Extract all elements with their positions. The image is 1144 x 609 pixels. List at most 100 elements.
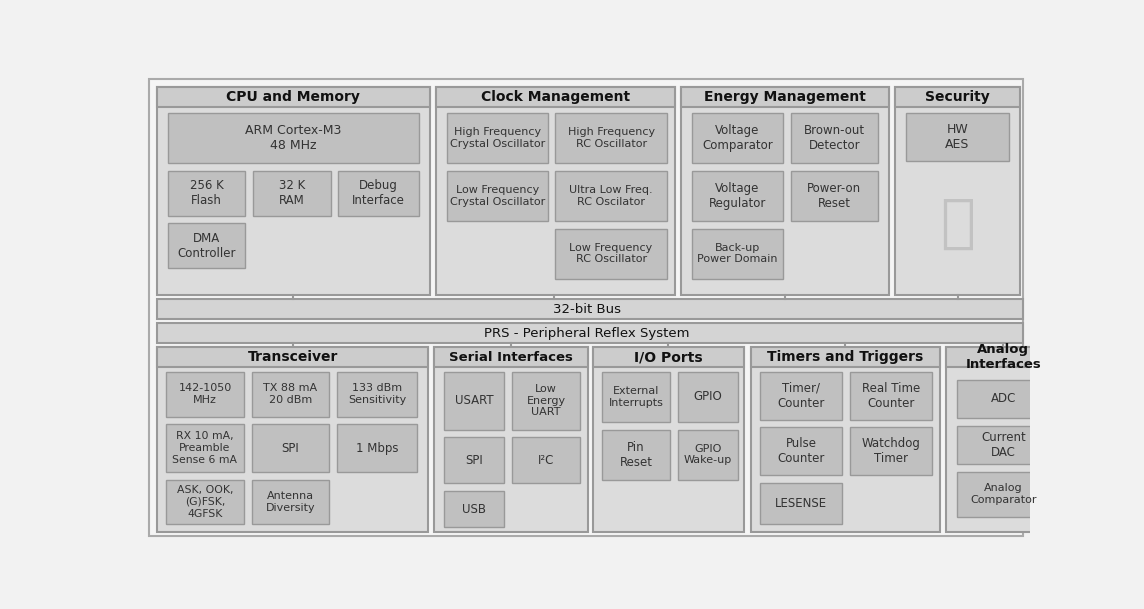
Text: DMA
Controller: DMA Controller bbox=[177, 231, 236, 259]
Text: 1 Mbps: 1 Mbps bbox=[356, 442, 398, 454]
Bar bbox=[444, 372, 505, 429]
Bar bbox=[850, 428, 932, 475]
Text: Timers and Triggers: Timers and Triggers bbox=[766, 350, 923, 364]
Bar bbox=[339, 171, 419, 216]
Bar bbox=[253, 171, 331, 216]
Bar bbox=[895, 87, 1020, 107]
Text: High Frequency
RC Oscillator: High Frequency RC Oscillator bbox=[567, 127, 654, 149]
Bar bbox=[593, 347, 745, 532]
Bar bbox=[906, 113, 1009, 161]
Bar bbox=[956, 379, 1050, 418]
Text: 142-1050
MHz: 142-1050 MHz bbox=[178, 384, 231, 405]
Bar bbox=[336, 424, 418, 472]
Bar bbox=[436, 87, 675, 295]
Bar bbox=[435, 347, 588, 367]
Text: CPU and Memory: CPU and Memory bbox=[227, 90, 360, 104]
Text: Antenna
Diversity: Antenna Diversity bbox=[265, 491, 315, 513]
Text: Pin
Reset: Pin Reset bbox=[619, 441, 652, 468]
Text: Power-on
Reset: Power-on Reset bbox=[808, 182, 861, 210]
Bar bbox=[555, 171, 667, 221]
Text: Real Time
Counter: Real Time Counter bbox=[861, 382, 920, 410]
Text: TX 88 mA
20 dBm: TX 88 mA 20 dBm bbox=[263, 384, 317, 405]
Bar bbox=[602, 429, 670, 480]
Bar bbox=[602, 372, 670, 422]
Text: 133 dBm
Sensitivity: 133 dBm Sensitivity bbox=[348, 384, 406, 405]
Text: ASK, OOK,
(G)FSK,
4GFSK: ASK, OOK, (G)FSK, 4GFSK bbox=[177, 485, 233, 519]
Bar bbox=[850, 372, 932, 420]
Bar bbox=[946, 347, 1060, 367]
Bar bbox=[157, 87, 430, 107]
Text: Serial Interfaces: Serial Interfaces bbox=[450, 351, 573, 364]
Bar bbox=[168, 224, 245, 268]
Bar bbox=[946, 347, 1060, 532]
Text: Current
DAC: Current DAC bbox=[980, 431, 1026, 459]
Bar bbox=[760, 428, 842, 475]
Bar bbox=[252, 480, 329, 524]
Text: USB: USB bbox=[462, 503, 486, 516]
Text: I²C: I²C bbox=[538, 454, 554, 467]
Bar bbox=[692, 228, 784, 279]
Bar bbox=[447, 113, 548, 163]
Bar bbox=[555, 113, 667, 163]
Bar bbox=[677, 429, 738, 480]
Bar bbox=[252, 372, 329, 417]
Bar bbox=[555, 228, 667, 279]
Text: Low
Energy
UART: Low Energy UART bbox=[526, 384, 565, 417]
Bar bbox=[444, 491, 505, 527]
Bar bbox=[157, 347, 428, 532]
Bar bbox=[252, 424, 329, 472]
Bar bbox=[681, 87, 889, 107]
Text: Low Frequency
RC Oscillator: Low Frequency RC Oscillator bbox=[570, 243, 653, 264]
Text: SPI: SPI bbox=[281, 442, 299, 454]
Bar bbox=[895, 87, 1020, 295]
Bar bbox=[791, 171, 877, 221]
Text: 256 K
Flash: 256 K Flash bbox=[190, 179, 223, 207]
Text: Brown-out
Detector: Brown-out Detector bbox=[804, 124, 865, 152]
Bar bbox=[157, 87, 430, 295]
Text: Voltage
Comparator: Voltage Comparator bbox=[702, 124, 773, 152]
Bar bbox=[166, 480, 244, 524]
Text: I/O Ports: I/O Ports bbox=[634, 350, 702, 364]
Text: Voltage
Regulator: Voltage Regulator bbox=[709, 182, 766, 210]
Text: RX 10 mA,
Preamble
Sense 6 mA: RX 10 mA, Preamble Sense 6 mA bbox=[173, 431, 238, 465]
Text: ARM Cortex-M3
48 MHz: ARM Cortex-M3 48 MHz bbox=[245, 124, 342, 152]
Bar bbox=[166, 372, 244, 417]
Text: PRS - Peripheral Reflex System: PRS - Peripheral Reflex System bbox=[484, 327, 690, 340]
Bar bbox=[956, 472, 1050, 516]
Bar bbox=[168, 171, 245, 216]
Text: Analog
Interfaces: Analog Interfaces bbox=[966, 343, 1041, 371]
Bar bbox=[447, 171, 548, 221]
Text: Pulse
Counter: Pulse Counter bbox=[777, 437, 825, 465]
Text: Ultra Low Freq.
RC Oscilator: Ultra Low Freq. RC Oscilator bbox=[570, 185, 653, 206]
Bar bbox=[157, 300, 1024, 320]
Text: Low Frequency
Crystal Oscillator: Low Frequency Crystal Oscillator bbox=[450, 185, 545, 206]
Text: ADC: ADC bbox=[991, 392, 1016, 406]
Text: 32-bit Bus: 32-bit Bus bbox=[553, 303, 621, 316]
Bar bbox=[956, 426, 1050, 464]
Bar bbox=[435, 347, 588, 532]
Text: Analog
Comparator: Analog Comparator bbox=[970, 484, 1036, 505]
Bar bbox=[336, 372, 418, 417]
Text: LESENSE: LESENSE bbox=[774, 497, 827, 510]
Bar bbox=[681, 87, 889, 295]
Bar bbox=[166, 424, 244, 472]
Text: Debug
Interface: Debug Interface bbox=[352, 179, 405, 207]
Text: External
Interrupts: External Interrupts bbox=[609, 386, 664, 407]
Text: Energy Management: Energy Management bbox=[704, 90, 866, 104]
Bar bbox=[760, 483, 842, 524]
Text: Back-up
Power Domain: Back-up Power Domain bbox=[697, 243, 778, 264]
Bar bbox=[511, 372, 580, 429]
Text: Watchdog
Timer: Watchdog Timer bbox=[861, 437, 920, 465]
Bar bbox=[168, 113, 419, 163]
Text: Security: Security bbox=[925, 90, 990, 104]
Text: 32 K
RAM: 32 K RAM bbox=[279, 179, 305, 207]
Text: SPI: SPI bbox=[466, 454, 483, 467]
Bar bbox=[750, 347, 939, 532]
Text: Clock Management: Clock Management bbox=[480, 90, 630, 104]
Text: Timer/
Counter: Timer/ Counter bbox=[777, 382, 825, 410]
Text: High Frequency
Crystal Oscillator: High Frequency Crystal Oscillator bbox=[450, 127, 545, 149]
Bar bbox=[436, 87, 675, 107]
Text: Transceiver: Transceiver bbox=[247, 350, 337, 364]
Text: HW
AES: HW AES bbox=[945, 123, 970, 151]
Bar bbox=[791, 113, 877, 163]
